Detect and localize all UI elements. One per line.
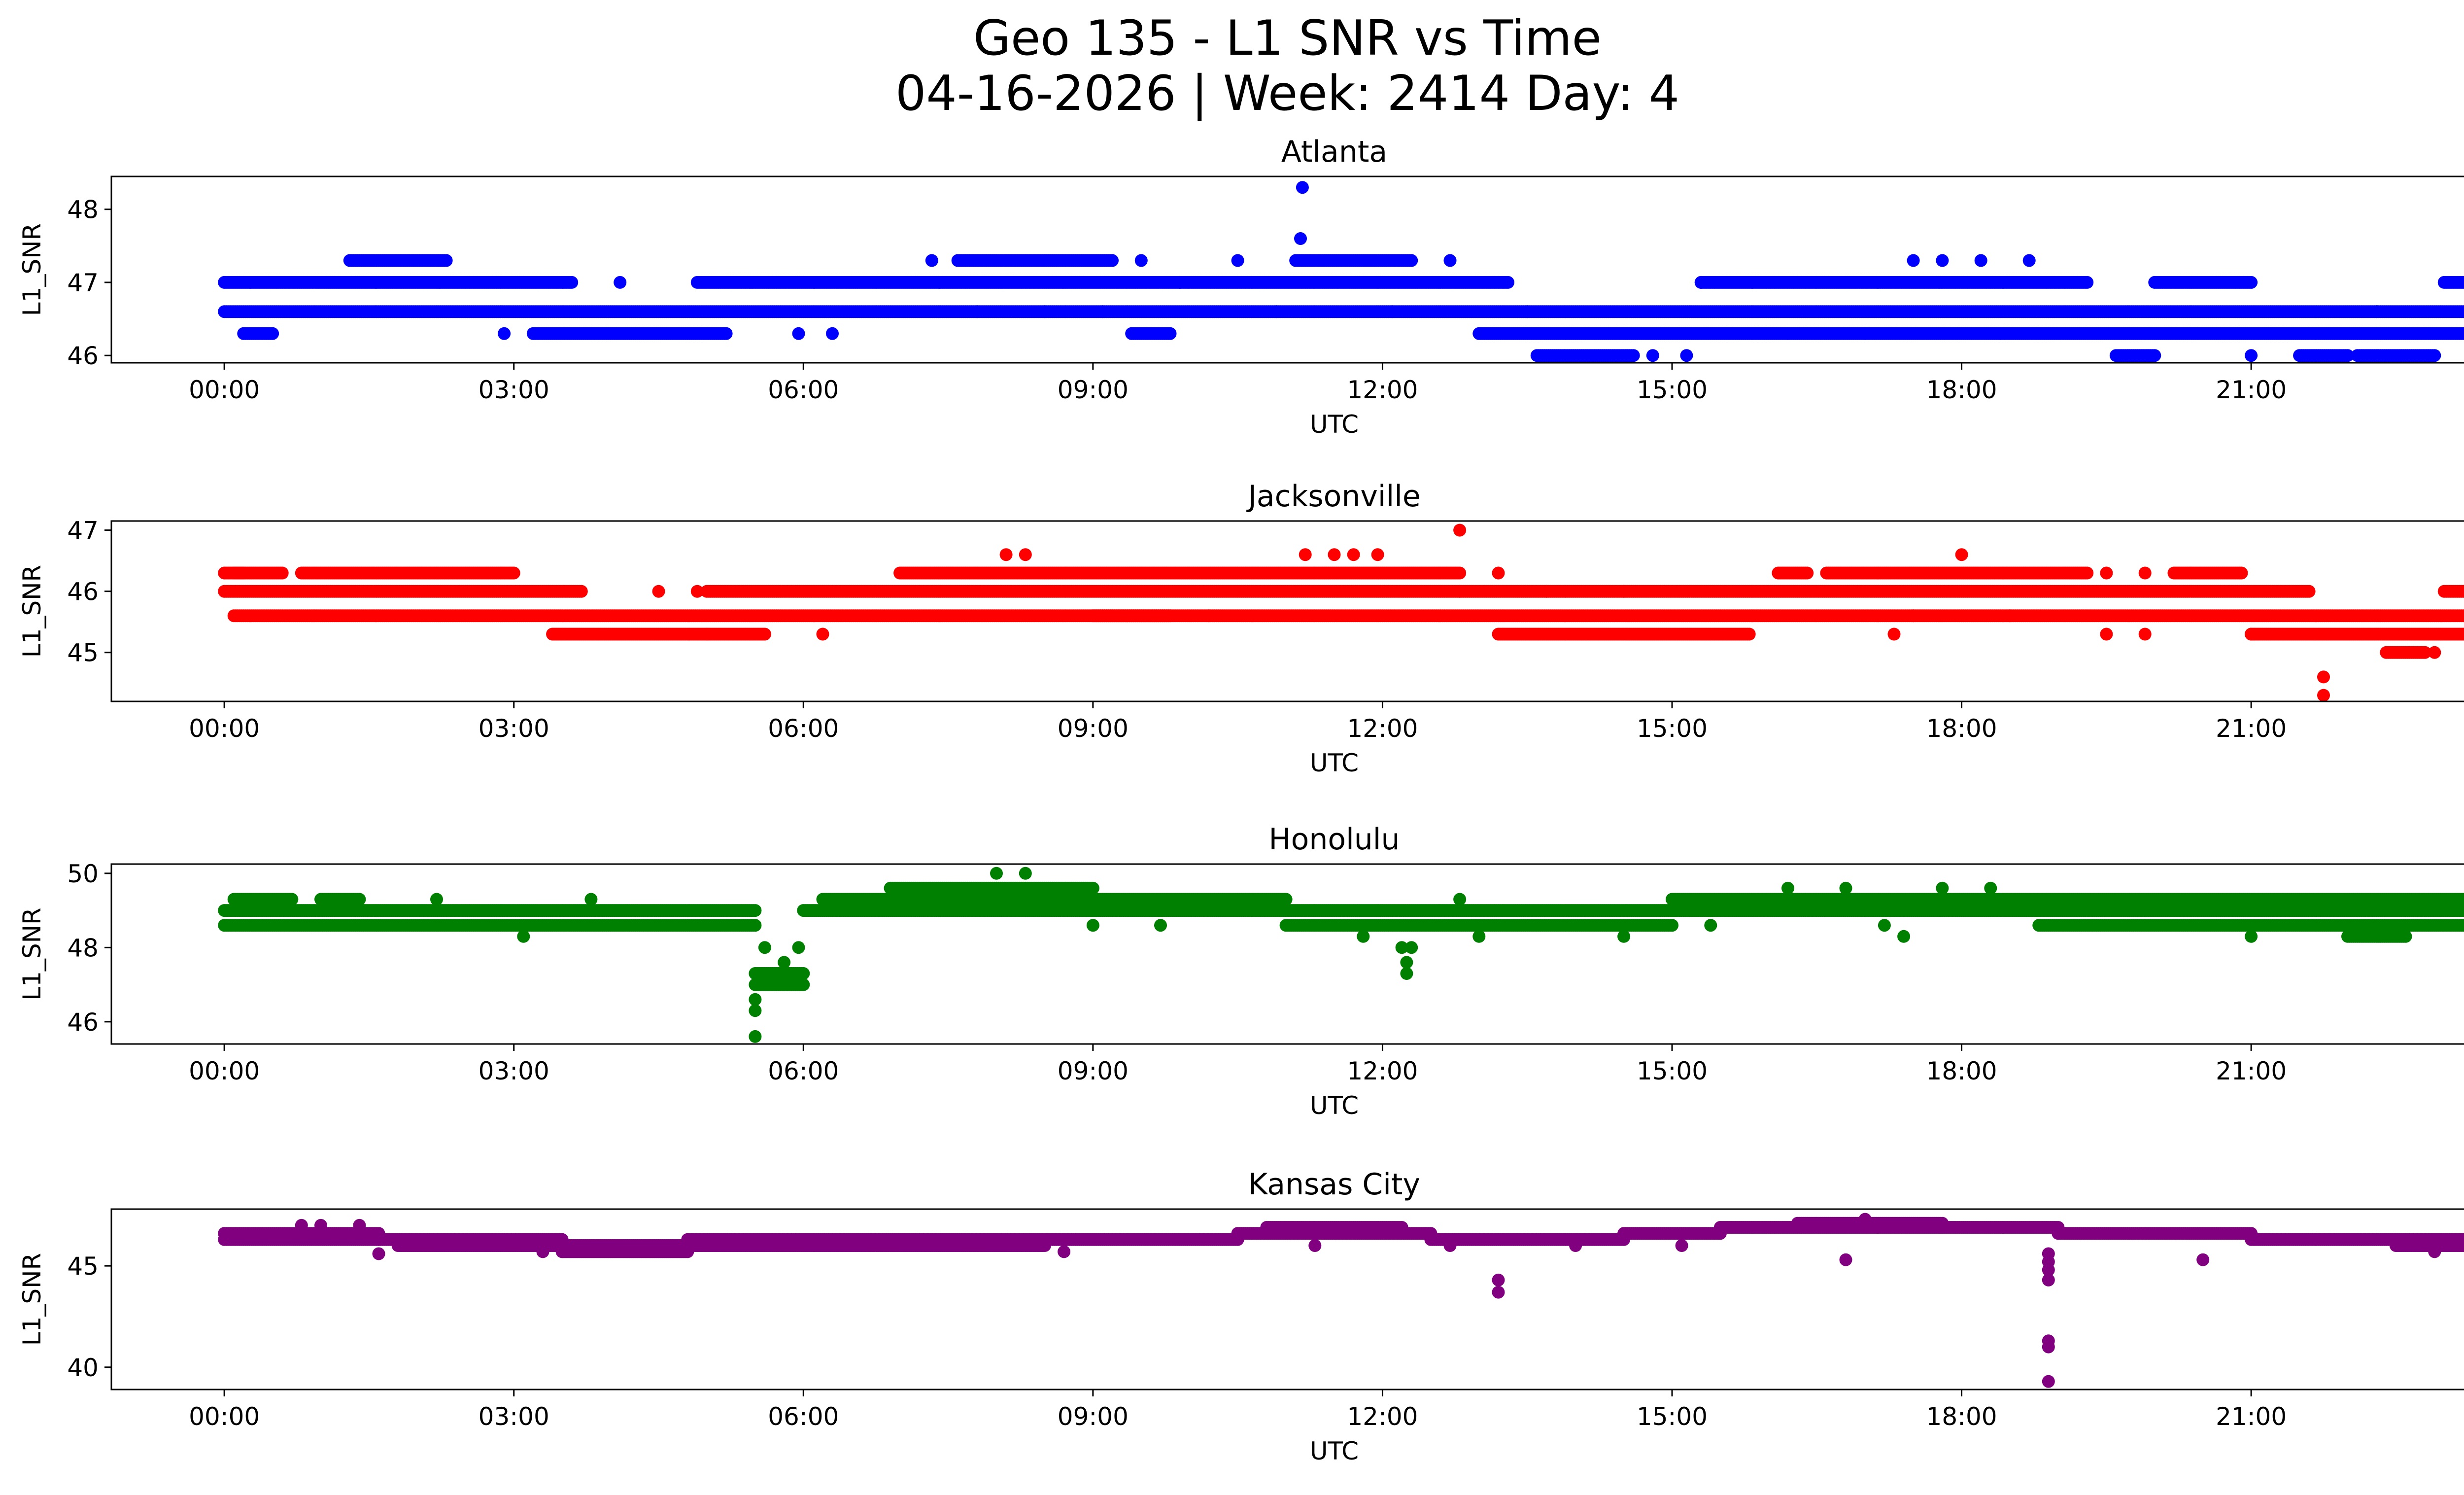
jacksonville-point <box>507 566 520 580</box>
jacksonville-point <box>275 566 289 580</box>
atlanta-point <box>2463 330 2464 337</box>
atlanta-point <box>1974 254 1987 267</box>
atlanta-point <box>1405 254 1418 267</box>
atlanta-point <box>1502 276 1514 289</box>
atlanta-xtick-label: 21:00 <box>2216 376 2287 404</box>
atlanta-point <box>1294 232 1307 245</box>
atlanta-axes-frame <box>110 175 2464 364</box>
atlanta-point <box>1443 254 1457 267</box>
atlanta-point <box>925 254 938 267</box>
atlanta-xlabel: UTC <box>1310 410 1359 439</box>
atlanta-point <box>1694 276 1708 289</box>
atlanta-point <box>826 327 839 340</box>
atlanta-point <box>1106 254 1119 267</box>
atlanta-point <box>2370 305 2383 318</box>
atlanta-point <box>2461 328 2464 339</box>
atlanta-xtick-label: 15:00 <box>1637 376 1708 404</box>
figure-title: Geo 135 - L1 SNR vs Time <box>973 10 1602 67</box>
atlanta-title: Atlanta <box>1281 135 1387 169</box>
atlanta-point <box>1936 254 1949 267</box>
atlanta-point <box>1164 327 1177 340</box>
jacksonville-point <box>575 585 588 598</box>
atlanta-markers <box>218 181 2464 362</box>
atlanta-ytick-label: 46 <box>67 342 99 370</box>
atlanta-point <box>2245 276 2258 289</box>
atlanta-point <box>614 276 627 289</box>
atlanta-panel: Atlanta 00:00 03:00 06:00 09:00 12:00 15:00 18:… <box>18 135 2464 439</box>
atlanta-point <box>1038 305 1051 318</box>
atlanta-point <box>970 305 984 318</box>
atlanta-ytick-label: 47 <box>67 269 99 297</box>
atlanta-point <box>1096 305 1109 318</box>
atlanta-point <box>565 276 579 289</box>
jacksonville-point <box>2463 612 2464 620</box>
atlanta-point <box>1386 305 1399 318</box>
atlanta-point <box>1296 181 1309 194</box>
atlanta-point <box>2461 306 2464 317</box>
atlanta-point <box>2081 276 2094 289</box>
atlanta-point <box>1781 327 1794 340</box>
atlanta-xtick-label: 06:00 <box>768 376 839 404</box>
atlanta-point <box>2463 308 2464 315</box>
atlanta-point <box>1173 276 1187 289</box>
atlanta-point <box>2148 349 2161 362</box>
atlanta-point <box>2245 349 2258 362</box>
atlanta-xtick-label: 09:00 <box>1058 376 1129 404</box>
atlanta-point <box>719 327 733 340</box>
jacksonville-markers <box>218 523 2464 701</box>
atlanta-point <box>2022 254 2036 267</box>
atlanta-point <box>1858 327 1872 340</box>
atlanta-point <box>1680 349 1693 362</box>
atlanta-point <box>440 254 453 267</box>
atlanta-point <box>1993 327 2007 340</box>
jacksonville-point <box>758 627 771 641</box>
atlanta-point <box>2341 349 2354 362</box>
atlanta-point <box>1231 254 1244 267</box>
atlanta-xtick-label: 00:00 <box>189 376 260 404</box>
jacksonville-title: Jacksonville <box>1246 479 1421 514</box>
figure-subtitle: 04-16-2026 | Week: 2414 Day: 4 <box>895 66 1679 122</box>
atlanta-xtick-label: 18:00 <box>1926 376 1997 404</box>
atlanta-point <box>266 327 279 340</box>
atlanta-point <box>1521 305 1534 318</box>
atlanta-xtick-label: 12:00 <box>1347 376 1418 404</box>
atlanta-point <box>1907 254 1920 267</box>
atlanta-point <box>1270 305 1283 318</box>
atlanta-point <box>1627 349 1640 362</box>
atlanta-ytick-label: 48 <box>67 196 99 224</box>
atlanta-point <box>2461 277 2464 288</box>
atlanta-point <box>2463 278 2464 286</box>
atlanta-point <box>498 327 511 340</box>
jacksonville-point <box>2461 610 2464 622</box>
atlanta-xtick-label: 03:00 <box>479 376 549 404</box>
atlanta-point <box>792 327 805 340</box>
atlanta-point <box>1134 254 1148 267</box>
atlanta-ylabel: L1_SNR <box>18 223 46 316</box>
atlanta-point <box>1646 349 1659 362</box>
atlanta-point <box>2428 349 2441 362</box>
